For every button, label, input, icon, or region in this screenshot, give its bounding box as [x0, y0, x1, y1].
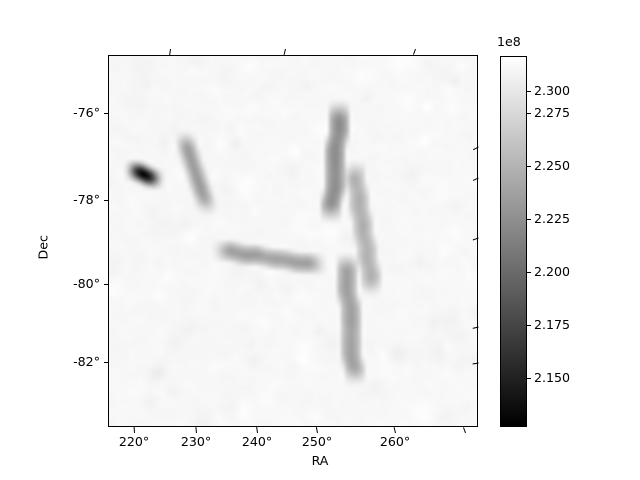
- colorbar-tick-mark: [527, 378, 531, 380]
- y-tick-label: -80°: [73, 276, 100, 291]
- y-tick-mark: [104, 284, 108, 286]
- colorbar[interactable]: [500, 56, 527, 427]
- x-tick-label: 250°: [301, 434, 333, 449]
- y-tick-mark: [104, 113, 108, 115]
- y-tick-label: -82°: [73, 354, 100, 369]
- colorbar-tick-mark: [527, 166, 531, 168]
- x-axis-label: RA: [311, 453, 329, 468]
- y-tick-label: -76°: [73, 105, 100, 120]
- x-tick-label: 230°: [180, 434, 212, 449]
- colorbar-tick-label: 2.275: [534, 105, 571, 120]
- x-tick-label: 260°: [379, 434, 411, 449]
- x-tick-label: 240°: [241, 434, 273, 449]
- sky-map-image: [109, 56, 477, 426]
- sky-map-axes[interactable]: [108, 55, 478, 427]
- colorbar-tick-label: 2.200: [534, 264, 571, 279]
- x-tick-mark: [315, 427, 319, 434]
- colorbar-tick-label: 2.150: [534, 370, 571, 385]
- colorbar-tick-mark: [527, 219, 531, 221]
- colorbar-tick-mark: [527, 113, 531, 115]
- x-tick-mark: [133, 426, 136, 434]
- x-tick-mark-minor: [462, 427, 467, 434]
- y-tick-mark: [104, 362, 108, 364]
- y-tick-label: -78°: [73, 192, 100, 207]
- colorbar-offset-text: 1e8: [497, 34, 521, 49]
- y-axis-label: Dec: [35, 235, 51, 260]
- x-tick-mark: [393, 427, 397, 434]
- colorbar-tick-mark: [527, 272, 531, 274]
- x-tick-label: 220°: [118, 434, 150, 449]
- x-tick-mark: [195, 426, 198, 434]
- colorbar-tick-label: 2.175: [534, 317, 571, 332]
- colorbar-tick-label: 2.250: [534, 158, 571, 173]
- colorbar-tick-label: 2.300: [534, 83, 571, 98]
- colorbar-tick-mark: [527, 91, 531, 93]
- colorbar-tick-mark: [527, 325, 531, 327]
- top-tick-mark: [412, 48, 417, 55]
- x-tick-mark: [256, 426, 259, 434]
- colorbar-tick-label: 2.225: [534, 211, 571, 226]
- y-tick-mark: [104, 200, 108, 202]
